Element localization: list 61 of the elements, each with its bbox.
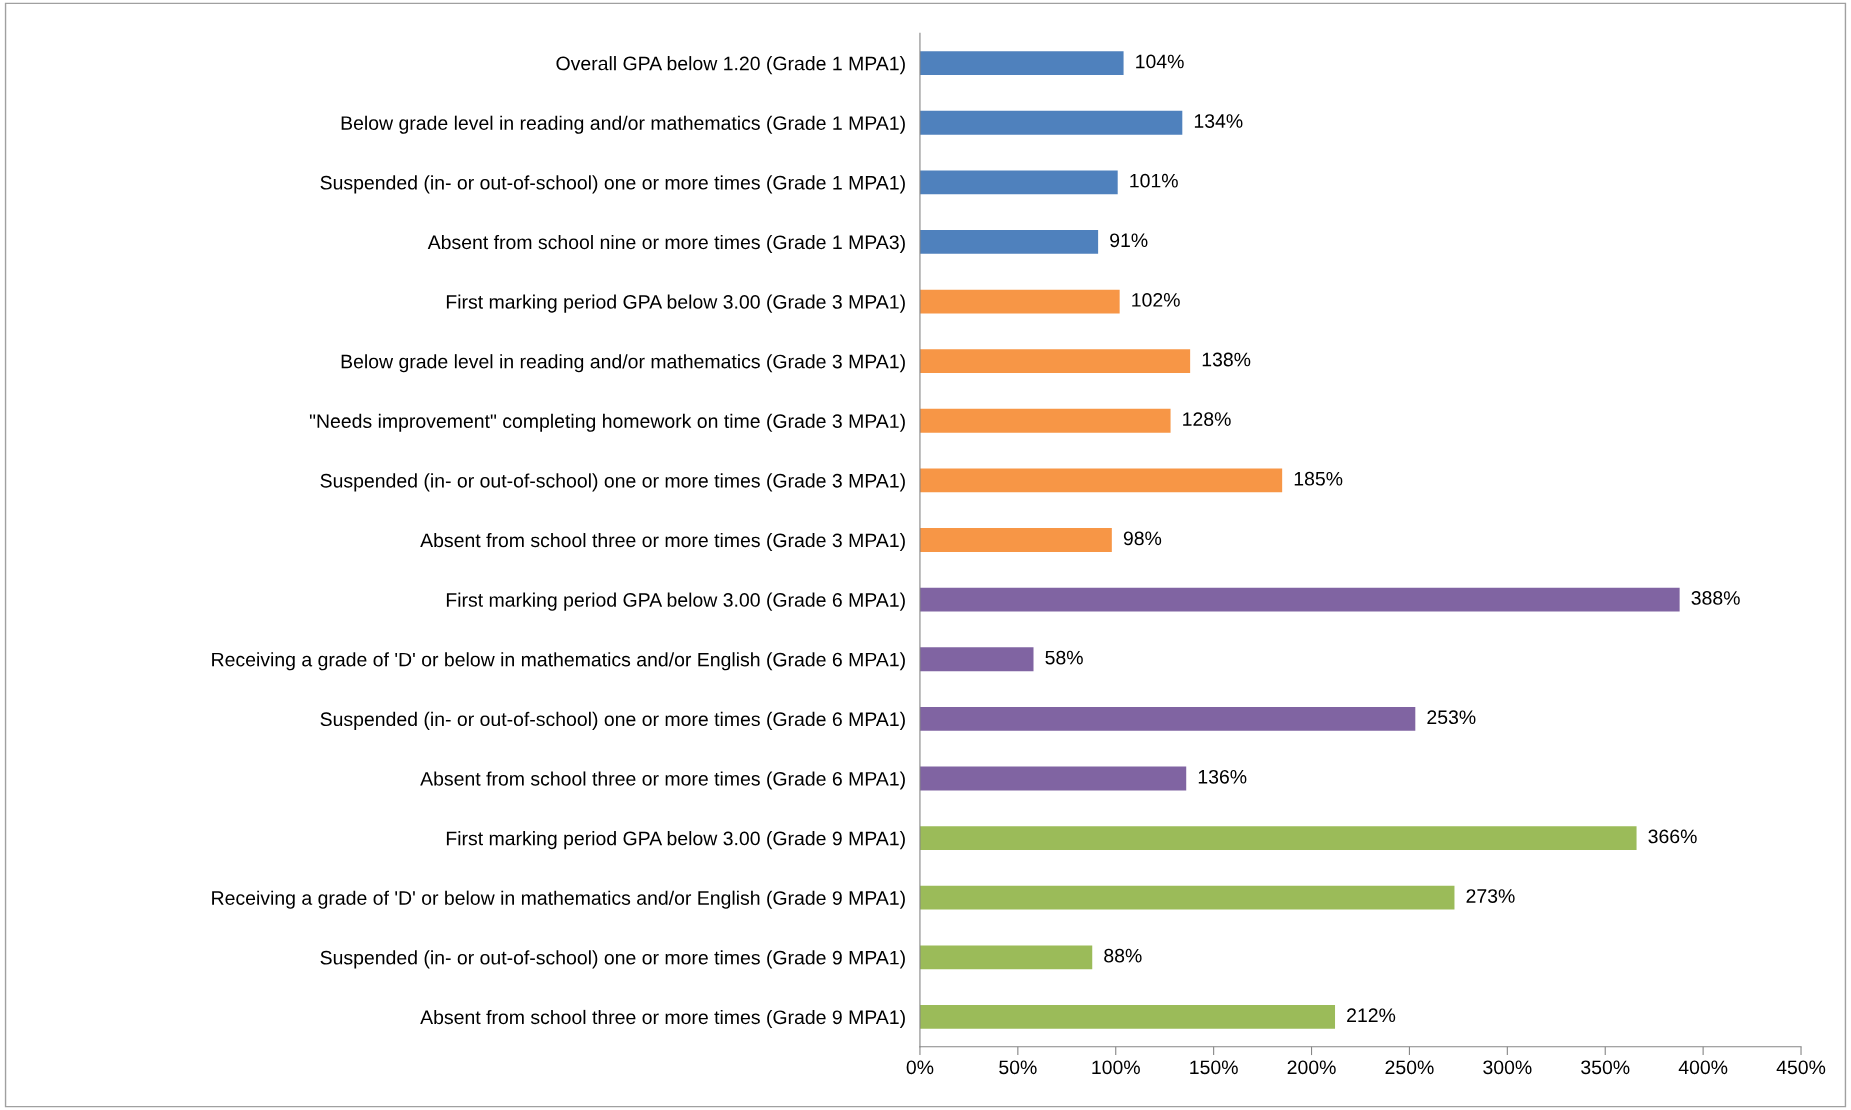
- y-tick-label: First marking period GPA below 3.00 (Grade 3 MPA1): [446, 294, 905, 313]
- bar: [919, 110, 1183, 135]
- data-label: 185%: [1294, 471, 1343, 486]
- data-label: 138%: [1202, 352, 1251, 367]
- data-label: 212%: [1347, 1008, 1396, 1023]
- bar: [919, 349, 1191, 374]
- x-tick-label: 450%: [1776, 1060, 1826, 1075]
- y-tick-label: Below grade level in reading and/or mathematics (Grade 3 MPA1): [341, 354, 905, 373]
- y-tick-label: First marking period GPA below 3.00 (Grade 6 MPA1): [446, 592, 905, 611]
- bar: [919, 766, 1187, 791]
- bar: [919, 1005, 1336, 1029]
- y-tick-label: Absent from school three or more times (Grade 9 MPA1): [420, 1009, 905, 1028]
- data-label: 102%: [1132, 293, 1180, 307]
- data-label: 273%: [1466, 889, 1515, 903]
- x-tick-label: 300%: [1483, 1060, 1532, 1075]
- x-tick-label: 0%: [906, 1060, 934, 1075]
- y-tick-label: Absent from school three or more times (Grade 6 MPA1): [420, 771, 905, 790]
- x-tick-label: 200%: [1287, 1060, 1336, 1075]
- y-tick-label: Absent from school three or more times (Grade 3 MPA1): [420, 532, 905, 552]
- data-label: 134%: [1194, 114, 1243, 128]
- y-tick-label: Absent from school nine or more times (Grade 1 MPA3): [427, 234, 905, 254]
- bar: [919, 51, 1124, 76]
- bar: [919, 945, 1093, 970]
- y-tick-label: Suspended (in- or out-of-school) one or more times (Grade 3 MPA1): [320, 473, 905, 492]
- y-tick-label: Receiving a grade of 'D' or below in mathematics and/or English (Grade 6 MPA1): [212, 652, 905, 671]
- data-label: 98%: [1123, 531, 1162, 546]
- bar: [919, 885, 1455, 910]
- data-label: 253%: [1427, 710, 1476, 725]
- data-label: 136%: [1198, 769, 1247, 784]
- bar: [919, 170, 1118, 195]
- bar: [919, 647, 1034, 672]
- bar: [919, 587, 1680, 612]
- y-tick-label: Receiving a grade of 'D' or below in mathematics and/or English (Grade 9 MPA1): [212, 890, 905, 909]
- y-tick-label: Overall GPA below 1.20 (Grade 1 MPA1): [556, 56, 905, 75]
- data-label: 366%: [1648, 829, 1697, 844]
- y-tick-label: Suspended (in- or out-of-school) one or more times (Grade 9 MPA1): [320, 950, 905, 969]
- x-tick-label: 400%: [1678, 1060, 1728, 1075]
- data-label: 58%: [1045, 650, 1083, 665]
- y-tick-label: "Needs improvement" completing homework on time (Grade 3 MPA1): [309, 413, 905, 432]
- y-tick-label: Suspended (in- or out-of-school) one or more times (Grade 1 MPA1): [320, 175, 905, 194]
- bar: [919, 706, 1416, 731]
- data-label: 128%: [1183, 412, 1231, 427]
- x-tick-label: 150%: [1190, 1060, 1238, 1075]
- data-label: 104%: [1136, 54, 1184, 69]
- x-tick-label: 50%: [999, 1060, 1037, 1075]
- data-label: 88%: [1104, 948, 1142, 963]
- bar: [919, 289, 1120, 314]
- data-label: 91%: [1110, 233, 1148, 248]
- x-tick-label: 100%: [1092, 1060, 1140, 1075]
- x-tick-label: 250%: [1385, 1060, 1434, 1075]
- bar: [919, 230, 1099, 254]
- bar: [919, 468, 1283, 493]
- bar: [919, 408, 1171, 433]
- x-tick-label: 350%: [1581, 1060, 1630, 1075]
- data-label: 388%: [1691, 591, 1740, 605]
- bar: [919, 528, 1112, 552]
- bar: [919, 826, 1637, 851]
- y-tick-label: First marking period GPA below 3.00 (Grade 9 MPA1): [446, 831, 905, 850]
- y-tick-label: Suspended (in- or out-of-school) one or more times (Grade 6 MPA1): [320, 711, 905, 730]
- y-tick-label: Below grade level in reading and/or mathematics (Grade 1 MPA1): [341, 115, 905, 134]
- data-label: 101%: [1130, 173, 1178, 188]
